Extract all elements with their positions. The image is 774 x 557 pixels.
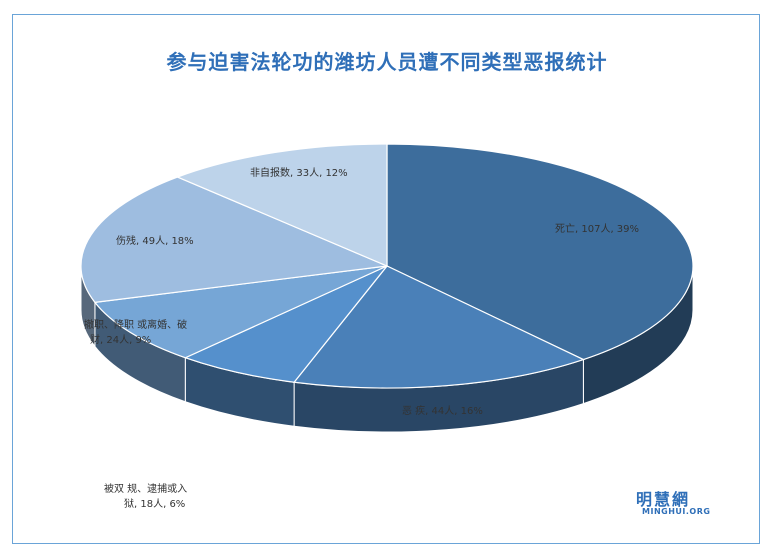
- minghui-logo: 明慧網: [636, 490, 691, 509]
- slice-top-1: [292, 265, 585, 389]
- slice-label-arrest-line1: 被双 规、逮捕或入: [104, 484, 188, 495]
- minghui-logo-en: MINGHUI.ORG: [642, 507, 711, 516]
- slice-top-3: [93, 265, 388, 359]
- slice-top-2: [183, 265, 388, 383]
- slice-top-0: [386, 143, 694, 361]
- slice-label-arrest: 被双 规、逮捕或入 狱, 18人, 6%: [104, 482, 187, 512]
- slice-label-dismissal-line2: 财, 24人, 9%: [90, 335, 152, 346]
- slice-top-5: [175, 143, 388, 267]
- slice-label-arrest-line2: 狱, 18人, 6%: [124, 499, 186, 510]
- slice-label-disability: 伤残, 49人, 18%: [116, 236, 194, 247]
- slice-label-unreported: 非自报数, 33人, 12%: [250, 168, 348, 179]
- slice-label-death: 死亡, 107人, 39%: [555, 224, 640, 235]
- slice-label-dismissal-line1: 撤职、降职 或离婚、破: [84, 320, 188, 331]
- chart-title: 参与迫害法轮功的潍坊人员遭不同类型恶报统计: [166, 50, 608, 74]
- slice-top-4: [80, 176, 390, 304]
- chart-frame: [12, 14, 760, 544]
- slice-label-dismissal: 撤职、降职 或离婚、破 财, 24人, 9%: [84, 318, 187, 348]
- slice-label-disease: 恶 疾, 44人, 16%: [402, 406, 483, 417]
